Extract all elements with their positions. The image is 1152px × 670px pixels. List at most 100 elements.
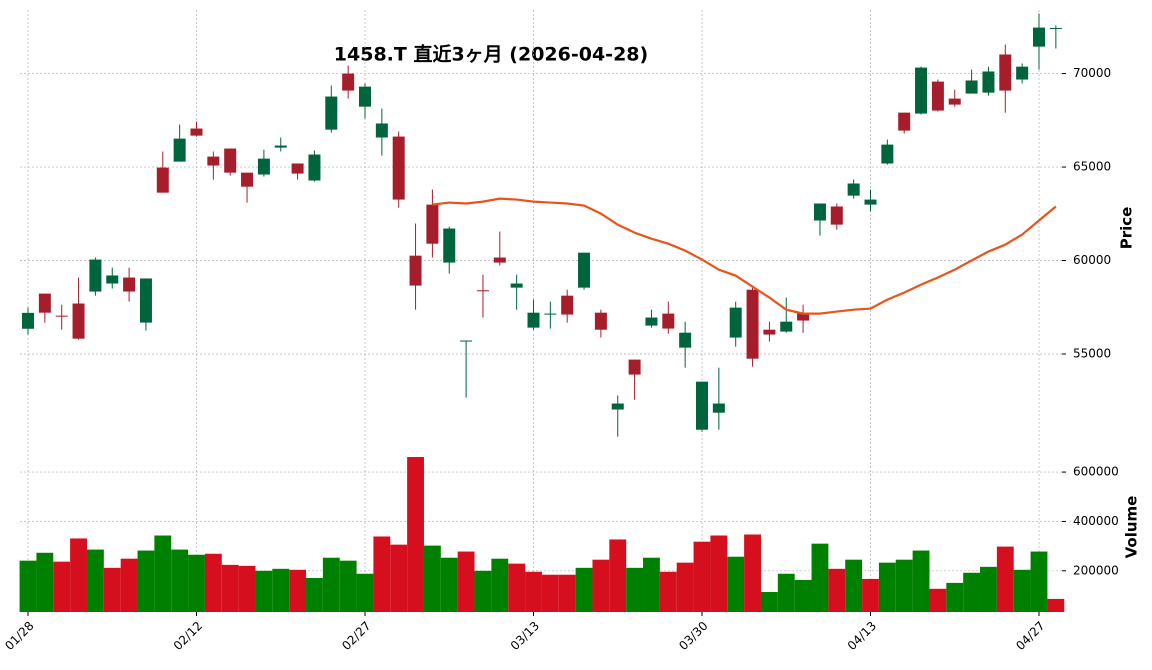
candle-body — [392, 136, 405, 200]
candle-body — [847, 183, 860, 196]
candle-body — [965, 80, 978, 94]
y-tick-label: 600000 — [1073, 465, 1119, 479]
candle-body — [628, 359, 641, 375]
volume-bar — [306, 577, 323, 612]
volume-bar — [188, 554, 205, 612]
volume-bar — [423, 545, 441, 612]
candle-body — [207, 156, 220, 166]
candle-body — [982, 71, 995, 93]
candle-body — [123, 277, 136, 292]
volume-bar — [760, 592, 778, 612]
candle-body — [409, 255, 422, 286]
volume-bar — [255, 570, 273, 612]
candle-body — [780, 321, 793, 332]
volume-bar — [609, 539, 627, 612]
candle-body — [696, 381, 708, 430]
volume-bar — [895, 559, 913, 612]
volume-bar — [457, 551, 475, 612]
candle-body — [544, 313, 557, 315]
volume-bar — [154, 535, 172, 612]
volume-bar — [558, 574, 576, 612]
candle-body — [797, 312, 810, 321]
volume-bar — [272, 568, 290, 612]
candle-body — [375, 123, 388, 138]
volume-bar — [676, 562, 694, 612]
candle-body — [426, 204, 439, 244]
volume-bar — [727, 556, 745, 612]
volume-bar — [137, 550, 155, 612]
y-tick-label: 60000 — [1073, 253, 1111, 267]
x-tick-label: 02/12 — [171, 619, 205, 653]
volume-bar — [53, 561, 71, 612]
candle-body — [561, 295, 574, 315]
candle-body — [325, 96, 338, 130]
volume-bar — [912, 550, 930, 612]
candle-body — [527, 312, 540, 328]
volume-bar — [946, 582, 964, 612]
candle-body — [308, 154, 321, 181]
candle-body — [763, 329, 776, 335]
volume-bar — [221, 564, 239, 612]
y-tick-label: 55000 — [1073, 347, 1111, 361]
y-tick-label: 65000 — [1073, 160, 1111, 174]
candle-body — [1033, 27, 1045, 47]
x-tick-label: 03/13 — [508, 619, 542, 653]
volume-bar — [508, 563, 526, 612]
candle-body — [830, 206, 843, 225]
candle-body — [594, 312, 607, 330]
x-tick-label: 03/30 — [676, 619, 710, 653]
volume-bar — [474, 570, 492, 612]
volume-bar — [1030, 551, 1048, 612]
volume-bar — [643, 557, 660, 612]
volume-bar — [86, 549, 104, 612]
volume-axis-title: Volume — [1123, 496, 1141, 559]
volume-bar — [440, 557, 458, 612]
volume-bar — [171, 549, 189, 612]
volume-bar — [70, 538, 87, 612]
candle-body — [493, 257, 506, 263]
price-axis-title: Price — [1118, 207, 1136, 250]
candle-body — [342, 73, 355, 91]
candle-body — [443, 228, 456, 263]
volume-bar — [356, 573, 374, 612]
candle-body — [190, 128, 203, 136]
y-tick-label: 70000 — [1073, 66, 1111, 80]
volume-bar — [575, 567, 593, 612]
candle-body — [224, 148, 237, 173]
candle-body — [611, 403, 624, 410]
candle-body — [898, 112, 911, 131]
volume-bar — [103, 567, 121, 612]
candle-body — [156, 167, 169, 193]
volume-bar — [828, 568, 846, 612]
volume-bar — [322, 557, 340, 612]
candle-body — [72, 303, 85, 339]
candle-body — [38, 293, 51, 313]
candle-body — [89, 259, 102, 292]
volume-bar — [693, 541, 711, 612]
candle-body — [22, 312, 34, 329]
candle-body — [864, 199, 877, 205]
volume-bar — [744, 534, 761, 612]
volume-bar — [963, 572, 981, 612]
candle-body — [881, 144, 894, 164]
volume-bar — [862, 578, 879, 612]
candle-body — [931, 81, 944, 111]
volume-bar — [238, 565, 256, 612]
candle-body — [645, 317, 658, 326]
candle-body — [948, 98, 961, 105]
candle-body — [241, 172, 254, 187]
candle-body — [476, 290, 489, 292]
volume-bar — [1047, 598, 1065, 612]
volume-bar — [980, 566, 997, 612]
candle-body — [712, 403, 725, 413]
candle-body — [257, 158, 270, 175]
chart-title: 1458.T 直近3ヶ月 (2026-04-28) — [334, 43, 648, 66]
candle-body — [55, 315, 68, 317]
candle-body — [662, 313, 675, 329]
volume-bar — [777, 573, 795, 612]
candle-body — [813, 203, 826, 221]
candle-body — [578, 252, 591, 288]
candle-body — [729, 307, 742, 338]
volume-bar — [36, 552, 54, 612]
